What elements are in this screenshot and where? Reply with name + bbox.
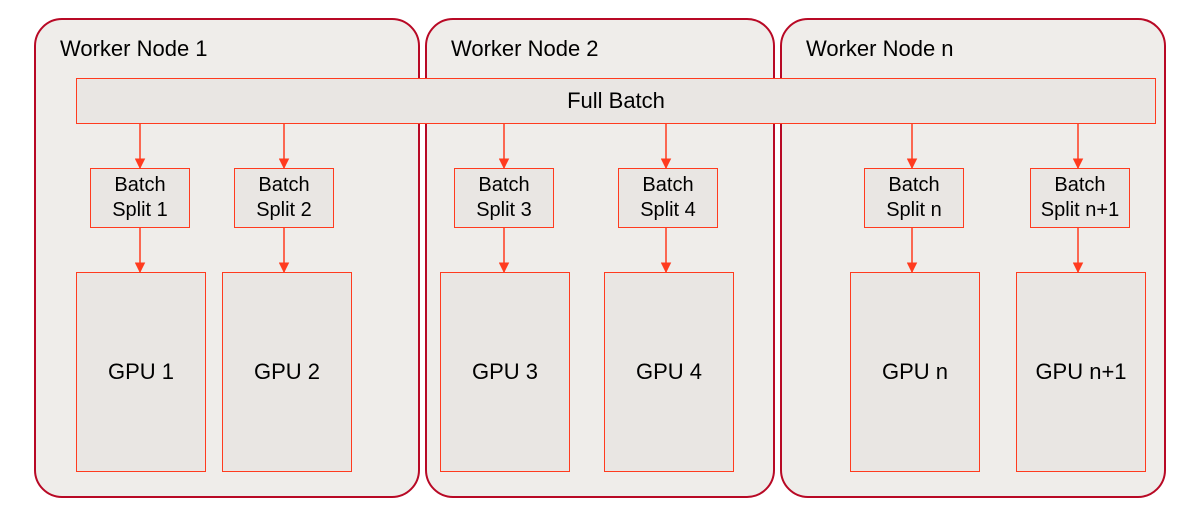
full-batch-box: Full Batch — [76, 78, 1156, 124]
gpu-4: GPU 4 — [604, 272, 734, 472]
batch-split-2: BatchSplit 2 — [234, 168, 334, 228]
gpu-nplus1-label: GPU n+1 — [1035, 359, 1126, 385]
gpu-nplus1: GPU n+1 — [1016, 272, 1146, 472]
gpu-1-label: GPU 1 — [108, 359, 174, 385]
gpu-2-label: GPU 2 — [254, 359, 320, 385]
batch-split-2-label: BatchSplit 2 — [256, 173, 312, 223]
batch-split-nplus1-label: BatchSplit n+1 — [1041, 173, 1119, 223]
gpu-3-label: GPU 3 — [472, 359, 538, 385]
gpu-n-label: GPU n — [882, 359, 948, 385]
worker-node-1-label: Worker Node 1 — [60, 36, 208, 62]
worker-node-n-label: Worker Node n — [806, 36, 954, 62]
batch-split-n: BatchSplit n — [864, 168, 964, 228]
batch-split-n-label: BatchSplit n — [886, 173, 942, 223]
batch-split-3-label: BatchSplit 3 — [476, 173, 532, 223]
gpu-2: GPU 2 — [222, 272, 352, 472]
gpu-4-label: GPU 4 — [636, 359, 702, 385]
batch-split-1-label: BatchSplit 1 — [112, 173, 168, 223]
gpu-1: GPU 1 — [76, 272, 206, 472]
worker-node-2-label: Worker Node 2 — [451, 36, 599, 62]
gpu-3: GPU 3 — [440, 272, 570, 472]
gpu-n: GPU n — [850, 272, 980, 472]
batch-split-3: BatchSplit 3 — [454, 168, 554, 228]
full-batch-label: Full Batch — [567, 88, 665, 114]
batch-split-4: BatchSplit 4 — [618, 168, 718, 228]
batch-split-nplus1: BatchSplit n+1 — [1030, 168, 1130, 228]
batch-split-4-label: BatchSplit 4 — [640, 173, 696, 223]
batch-split-1: BatchSplit 1 — [90, 168, 190, 228]
